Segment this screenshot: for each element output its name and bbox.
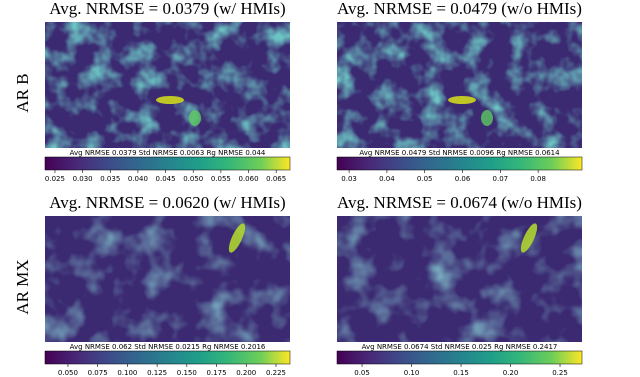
colorbar	[336, 156, 583, 171]
colorbar-tick-label: 0.10	[404, 369, 420, 377]
heatmap-highlight	[448, 96, 476, 104]
colorbar-tick-label: 0.050	[183, 175, 203, 183]
colorbar-tick-label: 0.040	[128, 175, 148, 183]
stats-text: Avg NRMSE 0.0479 Std NRMSE 0.0096 Rg NRM…	[359, 149, 560, 157]
colorbar-tick-label: 0.25	[552, 369, 568, 377]
heatmap-highlight	[228, 223, 246, 253]
colorbar-tick-label: 0.07	[493, 175, 509, 183]
colorbar-tick-label: 0.125	[147, 369, 167, 377]
colorbar-tick-label: 0.08	[530, 175, 546, 183]
colorbar-tick-label: 0.04	[379, 175, 395, 183]
stats-text: Avg NRMSE 0.062 Std NRMSE 0.0215 Rg NRMS…	[70, 343, 266, 351]
colorbar	[44, 156, 291, 171]
panel-title: Avg. NRMSE = 0.0620 (w/ HMIs)	[49, 193, 285, 212]
stats-text: Avg NRMSE 0.0674 Std NRMSE 0.025 Rg NRMS…	[362, 343, 558, 351]
heatmap-highlight	[481, 110, 493, 126]
colorbar-tick-label: 0.075	[88, 369, 108, 377]
heatmap-texture	[45, 216, 290, 342]
colorbar-tick-label: 0.200	[236, 369, 256, 377]
colorbar-tick-label: 0.060	[238, 175, 258, 183]
colorbar-tick-label: 0.065	[266, 175, 286, 183]
colorbar	[44, 350, 291, 365]
row-label: AR MX	[13, 259, 32, 314]
colorbar-tick-label: 0.15	[453, 369, 469, 377]
heatmap-highlight	[156, 96, 184, 104]
heatmap-highlight	[520, 223, 538, 253]
heatmap-highlight	[189, 110, 201, 126]
stats-text: Avg NRMSE 0.0379 Std NRMSE 0.0063 Rg NRM…	[70, 149, 266, 157]
colorbar-tick-label: 0.150	[177, 369, 197, 377]
colorbar-tick-label: 0.055	[211, 175, 231, 183]
colorbar-tick-label: 0.045	[156, 175, 176, 183]
row-label: AR B	[13, 73, 32, 112]
heatmap-texture	[337, 216, 582, 342]
colorbar-tick-label: 0.050	[58, 369, 78, 377]
heatmap-texture	[45, 22, 290, 148]
colorbar-tick-label: 0.20	[503, 369, 519, 377]
colorbar-tick-label: 0.100	[117, 369, 137, 377]
colorbar-tick-label: 0.225	[266, 369, 286, 377]
colorbar-tick-label: 0.035	[100, 175, 120, 183]
colorbar-tick-label: 0.03	[341, 175, 357, 183]
colorbar-tick-label: 0.05	[417, 175, 433, 183]
colorbar-tick-label: 0.030	[73, 175, 93, 183]
colorbar-tick-label: 0.025	[45, 175, 65, 183]
colorbar-tick-label: 0.06	[455, 175, 471, 183]
colorbar	[336, 350, 583, 365]
heatmap-texture	[337, 22, 582, 148]
panel-title: Avg. NRMSE = 0.0379 (w/ HMIs)	[49, 0, 285, 18]
colorbar-tick-label: 0.05	[354, 369, 370, 377]
panel-title: Avg. NRMSE = 0.0479 (w/o HMIs)	[337, 0, 582, 18]
colorbar-tick-label: 0.175	[207, 369, 227, 377]
panel-title: Avg. NRMSE = 0.0674 (w/o HMIs)	[337, 193, 582, 212]
